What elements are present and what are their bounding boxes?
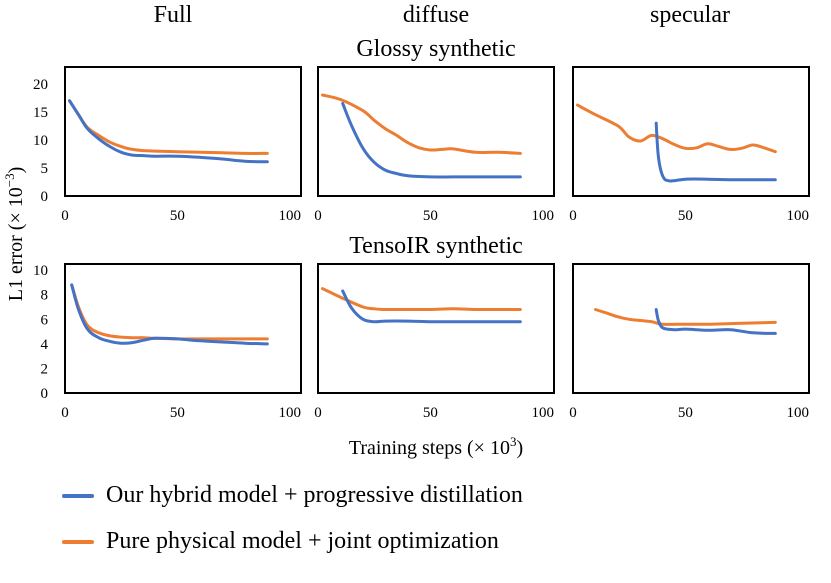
series-line-physical-specular-r1 [576,103,777,154]
panel-frame-diffuse-r2 [317,263,555,394]
series-line-physical-diffuse-r2 [321,287,522,312]
y-tick-label-r2-10: 10 [33,263,48,279]
y-axis-label-exponent: −3 [2,173,17,187]
series-line-hybrid-specular-r1 [654,121,777,183]
series-line-hybrid-full-r2 [70,283,269,346]
y-tick-label-r2-6: 6 [41,312,49,328]
series-line-physical-specular-r2 [594,308,777,326]
series-line-hybrid-diffuse-r1 [341,102,522,179]
x-tick-label-diffuse-r1-50: 50 [423,208,438,224]
series-line-hybrid-specular-r2 [654,308,777,335]
x-tick-label-specular-r1-0: 0 [569,208,577,224]
x-tick-label-full-r2-0: 0 [61,405,69,421]
y-tick-label-r2-0: 0 [41,386,49,402]
x-tick-label-specular-r1-50: 50 [678,208,693,224]
x-tick-label-diffuse-r2-0: 0 [314,405,322,421]
series-line-physical-full-r1 [68,99,269,155]
legend-item-hybrid: Our hybrid model + progressive distillat… [62,482,523,509]
x-axis-label: Training steps (× 103) [349,434,523,459]
x-tick-label-diffuse-r1-100: 100 [532,208,555,224]
y-axis-label-tail: ) [5,167,27,174]
x-axis-label-main: Training steps (× 10 [349,437,510,459]
y-tick-label-r1-0: 0 [41,189,49,205]
x-tick-label-diffuse-r1-0: 0 [314,208,322,224]
y-tick-label-r2-8: 8 [41,288,49,304]
y-tick-label-r2-2: 2 [41,361,49,377]
y-axis-label: L1 error (× 10−3) [2,167,27,302]
x-tick-label-full-r1-0: 0 [61,208,69,224]
x-tick-label-specular-r2-0: 0 [569,405,577,421]
y-axis-label-main: L1 error (× 10 [5,187,27,301]
column-title-specular: specular [650,2,730,28]
series-line-physical-diffuse-r1 [321,93,522,155]
row-title-tensoir: TensoIR synthetic [349,233,523,259]
panel-frame-specular-r2 [572,263,810,394]
legend-swatch-physical [62,539,94,544]
series-line-hybrid-diffuse-r2 [341,289,522,324]
y-tick-label-r1-5: 5 [41,161,49,177]
panel-frame-specular-r1 [572,66,810,197]
x-axis-label-tail: ) [516,437,523,459]
legend-item-physical: Pure physical model + joint optimization [62,528,499,555]
x-tick-label-diffuse-r2-100: 100 [532,405,555,421]
x-tick-label-specular-r1-100: 100 [787,208,810,224]
legend-swatch-hybrid [62,493,94,498]
panel-frame-diffuse-r1 [317,66,555,197]
x-axis-label-exponent: 3 [510,434,517,449]
x-tick-label-specular-r2-100: 100 [787,405,810,421]
column-title-diffuse: diffuse [403,2,469,28]
x-tick-label-specular-r2-50: 50 [678,405,693,421]
x-tick-label-full-r1-100: 100 [279,208,302,224]
x-tick-label-diffuse-r2-50: 50 [423,405,438,421]
y-tick-label-r1-15: 15 [33,105,48,121]
x-tick-label-full-r2-50: 50 [170,405,185,421]
row-title-glossy: Glossy synthetic [356,36,515,62]
series-line-physical-full-r2 [70,283,269,341]
x-tick-label-full-r1-50: 50 [170,208,185,224]
x-tick-label-full-r2-100: 100 [279,405,302,421]
panel-frame-full-r2 [64,263,302,394]
y-tick-label-r1-10: 10 [33,133,48,149]
legend-label-physical: Pure physical model + joint optimization [106,528,499,554]
y-tick-label-r2-4: 4 [41,337,49,353]
y-tick-label-r1-20: 20 [33,77,48,93]
series-line-hybrid-full-r1 [68,99,269,164]
panel-frame-full-r1 [64,66,302,197]
column-title-full: Full [154,2,193,28]
legend-label-hybrid: Our hybrid model + progressive distillat… [106,482,523,508]
